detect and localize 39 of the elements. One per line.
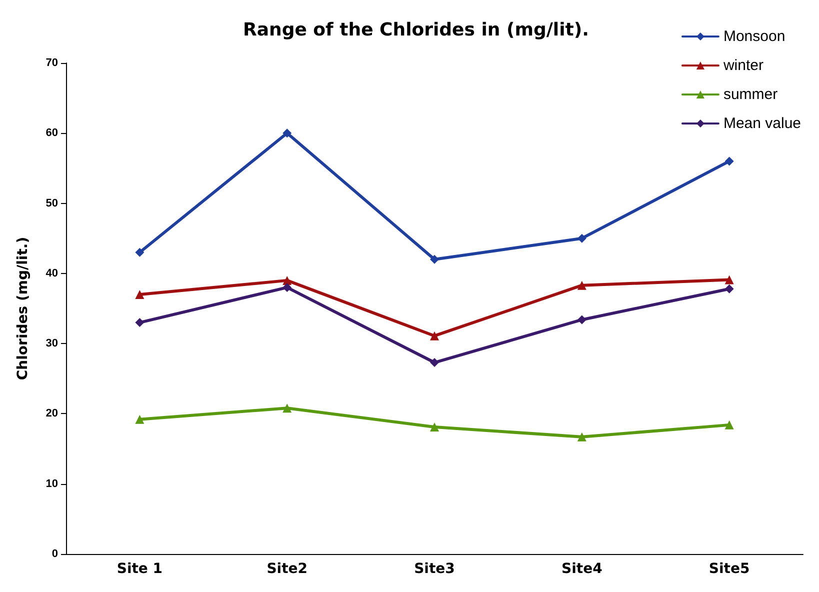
legend-label: summer	[723, 86, 778, 103]
y-tick-label: 70	[46, 57, 58, 69]
x-tick-label: Site2	[266, 561, 308, 577]
point	[135, 318, 144, 328]
y-tick-label: 50	[46, 197, 58, 210]
point	[577, 280, 586, 290]
x-tick-label: Site5	[708, 561, 750, 577]
point	[430, 254, 439, 264]
point	[724, 275, 734, 284]
legend-label: Mean value	[723, 115, 802, 132]
x-tick-label: Site 1	[116, 561, 163, 577]
point	[282, 404, 292, 413]
point	[724, 156, 734, 166]
point	[724, 420, 734, 430]
point	[135, 248, 144, 257]
point	[577, 432, 586, 442]
x-tick-label: Site4	[561, 561, 603, 577]
point	[282, 282, 292, 292]
point	[430, 358, 439, 368]
point	[724, 284, 734, 294]
point	[282, 276, 292, 285]
legend-label: winter	[722, 57, 764, 74]
y-tick-label: 20	[46, 408, 58, 420]
point	[135, 414, 144, 424]
point	[135, 290, 144, 299]
y-tick-label: 10	[46, 478, 58, 490]
x-tick-label: Site3	[414, 561, 455, 577]
point	[430, 331, 439, 340]
point	[577, 234, 586, 243]
y-tick-label: 60	[46, 127, 58, 140]
legend-label: Monsoon	[723, 28, 786, 45]
point	[282, 128, 292, 138]
chart-title: Range of the Chlorides in (mg/lit).	[243, 20, 589, 40]
y-tick-label: 30	[46, 338, 58, 350]
point	[430, 422, 439, 432]
point	[577, 315, 586, 324]
y-tick-label: 0	[52, 548, 58, 560]
y-tick-label: 40	[46, 267, 58, 280]
y-axis-title: Chlorides (mg/lit.)	[15, 236, 31, 380]
